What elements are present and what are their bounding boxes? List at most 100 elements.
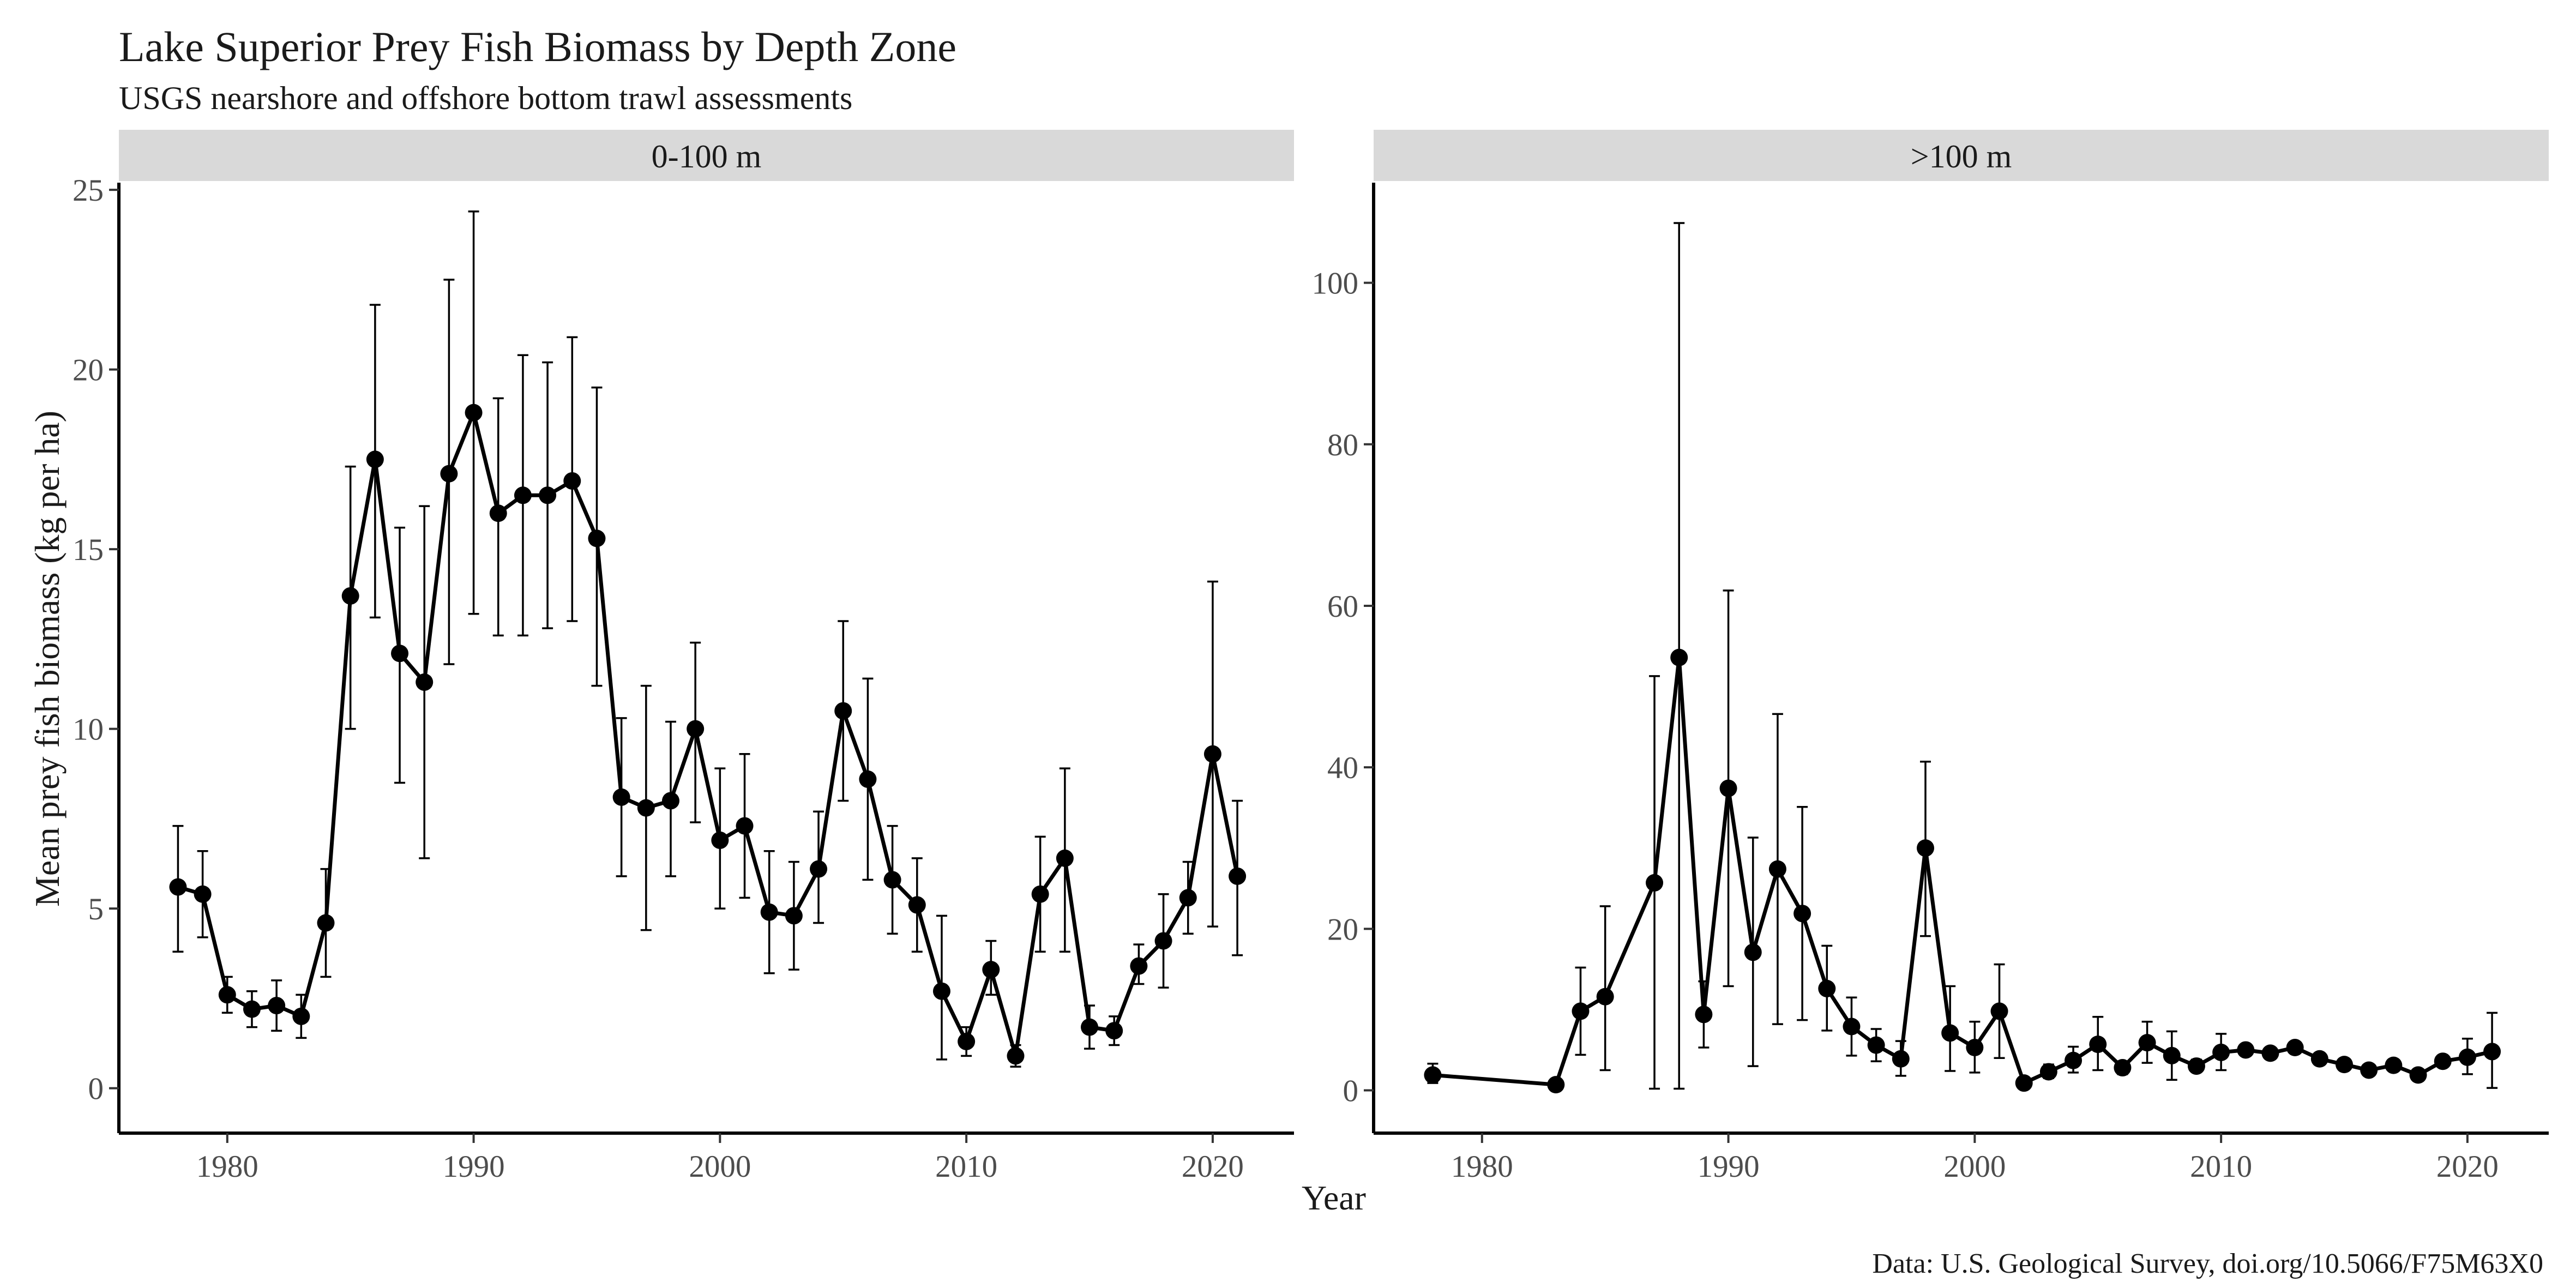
data-point: [1818, 979, 1836, 997]
data-point: [218, 986, 236, 1004]
data-point: [1424, 1066, 1442, 1084]
data-point: [292, 1007, 310, 1025]
x-tick-label: 2000: [689, 1149, 751, 1184]
data-point: [514, 486, 532, 504]
data-point: [1179, 889, 1197, 907]
data-point: [1572, 1002, 1590, 1020]
chart-subtitle: USGS nearshore and offshore bottom trawl…: [119, 80, 852, 116]
data-point: [2187, 1057, 2205, 1075]
y-tick-label: 10: [73, 713, 104, 747]
x-tick-label: 1980: [196, 1149, 258, 1184]
y-tick-label: 20: [1327, 912, 1358, 947]
data-point: [908, 896, 926, 914]
data-point: [2163, 1046, 2181, 1064]
data-point: [637, 799, 655, 817]
data-point: [1547, 1076, 1565, 1094]
x-tick-label: 2010: [2190, 1149, 2252, 1184]
data-point: [1670, 648, 1688, 666]
data-point: [1941, 1024, 1959, 1042]
data-point: [1990, 1002, 2008, 1020]
chart-caption: Data: U.S. Geological Survey, doi.org/10…: [1872, 1248, 2543, 1279]
data-point: [2286, 1039, 2304, 1057]
data-point: [1843, 1018, 1861, 1036]
y-tick-label: 15: [73, 533, 104, 567]
series-line: [1433, 655, 2493, 1087]
chart-title: Lake Superior Prey Fish Biomass by Depth…: [119, 23, 956, 70]
data-point: [2434, 1052, 2452, 1070]
data-point: [1719, 779, 1737, 797]
data-point: [1031, 885, 1049, 903]
data-point: [2039, 1063, 2057, 1081]
data-point: [2360, 1061, 2378, 1079]
data-point: [2409, 1066, 2427, 1084]
x-axis-title: Year: [1302, 1178, 1366, 1217]
data-point: [1744, 943, 1762, 961]
data-point: [1130, 957, 1148, 975]
data-point: [1966, 1039, 1984, 1057]
data-point: [2458, 1048, 2476, 1066]
data-point: [1154, 932, 1172, 950]
strip-label-nearshore: 0-100 m: [652, 139, 762, 174]
data-point: [563, 472, 581, 490]
data-point: [810, 860, 828, 878]
data-point: [785, 907, 803, 925]
data-point: [169, 878, 187, 896]
data-point: [2483, 1043, 2501, 1061]
x-tick-label: 2020: [2436, 1149, 2499, 1184]
data-point: [2385, 1056, 2403, 1074]
x-tick-label: 1990: [1698, 1149, 1760, 1184]
x-tick-label: 1990: [443, 1149, 505, 1184]
data-point: [2114, 1059, 2132, 1077]
data-point: [465, 404, 483, 422]
y-tick-label: 20: [73, 353, 104, 388]
data-point: [539, 486, 557, 504]
x-tick-label: 1980: [1451, 1149, 1513, 1184]
data-point: [1867, 1036, 1885, 1054]
data-point: [341, 587, 359, 605]
y-tick-label: 0: [1343, 1074, 1359, 1109]
data-point: [588, 529, 606, 547]
plot-area-nearshore: 0 5 10 15 20 25 1980 1990 2000 2010 2020: [73, 173, 1294, 1184]
y-tick-label: 100: [1312, 267, 1359, 301]
data-point: [687, 720, 705, 738]
x-tick-label: 2010: [935, 1149, 997, 1184]
x-tick-label: 2020: [1182, 1149, 1244, 1184]
data-point: [2212, 1043, 2230, 1061]
panel-nearshore: 0-100 m 0 5 10 15 20 25 1980 1990 2000 2010 2020: [73, 130, 1294, 1184]
data-point: [1229, 867, 1247, 885]
data-point: [834, 702, 852, 720]
y-axis-title: Mean prey fish biomass (kg per ha): [28, 411, 67, 907]
data-point: [416, 673, 434, 691]
data-point: [2015, 1074, 2033, 1092]
data-point: [489, 504, 507, 522]
data-point: [2261, 1044, 2279, 1062]
data-point: [711, 831, 729, 849]
data-point: [760, 903, 778, 921]
strip-label-offshore: >100 m: [1911, 139, 2012, 174]
data-point: [440, 465, 458, 483]
data-point: [366, 450, 384, 468]
data-point: [1892, 1050, 1910, 1068]
series-line: [177, 411, 1239, 1058]
data-point: [268, 997, 286, 1015]
data-point: [2065, 1051, 2083, 1069]
x-tick-label: 2000: [1943, 1149, 2006, 1184]
y-tick-label: 25: [73, 173, 104, 208]
y-tick-label: 80: [1327, 428, 1358, 462]
data-point: [1596, 988, 1614, 1006]
data-point: [1646, 874, 1664, 892]
y-tick-label: 0: [88, 1072, 104, 1106]
data-point: [2237, 1041, 2255, 1059]
y-tick-label: 40: [1327, 751, 1358, 785]
data-point: [2138, 1034, 2156, 1052]
data-point: [194, 885, 212, 903]
data-point: [1007, 1047, 1025, 1065]
data-point: [1105, 1022, 1123, 1040]
data-point: [883, 871, 901, 889]
data-point: [391, 645, 409, 663]
panel-offshore: >100 m 0 20 40 60 80 100 1980 1990 2000 2010 2020: [1312, 130, 2549, 1184]
strip-offshore: [1374, 130, 2549, 181]
data-point: [982, 961, 1000, 979]
plot-area-offshore: 0 20 40 60 80 100 1980 1990 2000 2010 2020: [1312, 183, 2549, 1184]
